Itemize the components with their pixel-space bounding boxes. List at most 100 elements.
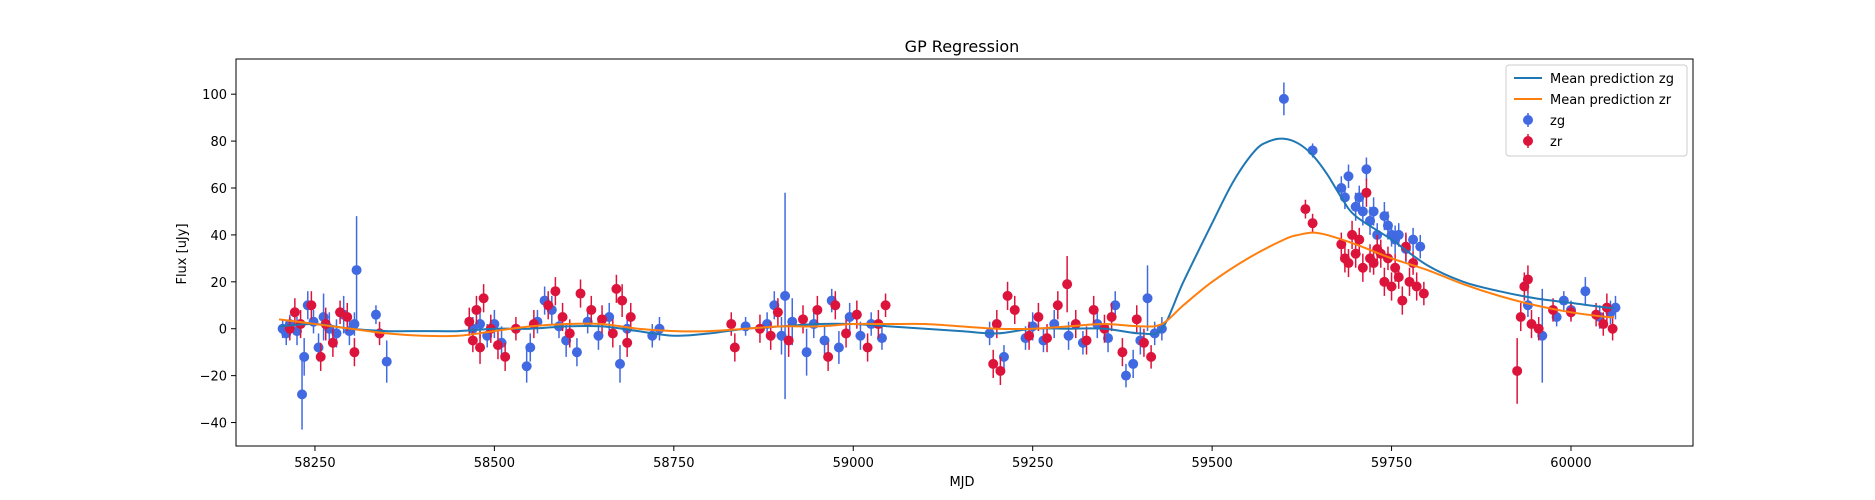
data-point-zg <box>1354 192 1365 203</box>
data-point-zr <box>1350 248 1361 259</box>
data-point-zr <box>1526 319 1537 330</box>
y-tick-label: 80 <box>210 135 227 150</box>
data-point-zg <box>1142 293 1153 304</box>
data-point-zr <box>1343 258 1354 269</box>
data-point-zg <box>1350 201 1361 212</box>
series-layer <box>277 82 1621 430</box>
data-point-zr <box>315 351 326 362</box>
data-point-zg <box>998 351 1009 362</box>
data-point-zr <box>475 342 486 353</box>
y-tick-label: −20 <box>200 370 227 385</box>
data-point-zr <box>830 300 841 311</box>
plot-frame <box>235 58 1694 447</box>
data-point-zg <box>299 351 310 362</box>
data-point-zg <box>1128 358 1139 369</box>
data-point-zr <box>726 319 737 330</box>
data-point-zr <box>597 314 608 325</box>
data-point-zr <box>564 328 575 339</box>
data-point-zr <box>607 328 618 339</box>
data-point-zg <box>593 330 604 341</box>
data-point-zr <box>862 342 873 353</box>
chart-title: GP Regression <box>905 37 1020 56</box>
data-point-zr <box>1404 276 1415 287</box>
x-tick-label: 59250 <box>1012 456 1053 471</box>
data-point-zg <box>1343 171 1354 182</box>
y-tick-label: 60 <box>210 182 227 197</box>
data-point-zg <box>1336 183 1347 193</box>
data-point-zr <box>729 342 740 353</box>
data-point-zr <box>988 358 999 369</box>
legend: Mean prediction zg Mean prediction zr zg zr <box>1505 64 1688 157</box>
data-point-zr <box>1002 290 1013 301</box>
data-point-zr <box>812 304 823 315</box>
series-line-Mean prediction zg <box>278 137 1615 337</box>
data-point-zr <box>1397 295 1408 306</box>
data-point-zg <box>654 323 665 334</box>
data-point-zr <box>1033 312 1044 322</box>
data-point-zg <box>787 316 798 327</box>
data-point-zr <box>1052 300 1063 311</box>
data-point-zr <box>471 304 482 315</box>
y-tick-label: 100 <box>202 88 227 103</box>
x-tick-label: 58500 <box>474 456 515 471</box>
data-point-zr <box>1300 204 1311 215</box>
data-point-zr <box>1336 239 1347 250</box>
y-tick-label: 0 <box>219 323 227 338</box>
data-point-zr <box>617 295 628 306</box>
data-point-zr <box>306 300 317 311</box>
legend-label-Mean prediction zr: Mean prediction zr <box>1550 93 1672 108</box>
data-point-zr <box>1379 276 1390 287</box>
data-point-zg <box>1610 302 1621 313</box>
data-point-zr <box>478 293 489 304</box>
x-tick-label: 58750 <box>653 456 694 471</box>
data-point-zg <box>475 319 486 330</box>
data-point-zg <box>349 319 360 330</box>
series-zg <box>277 82 1621 430</box>
data-point-zr <box>823 351 834 362</box>
data-point-zr <box>342 312 353 322</box>
data-point-zr <box>500 351 511 362</box>
data-point-zr <box>1512 365 1523 376</box>
data-point-zr <box>1117 347 1128 358</box>
legend-label-zr: zr <box>1550 135 1563 150</box>
x-tick-label: 59750 <box>1371 456 1412 471</box>
data-point-zr <box>467 335 478 346</box>
data-point-zg <box>1415 241 1426 252</box>
data-point-zr <box>1131 314 1142 325</box>
data-point-zr <box>1307 218 1318 229</box>
data-point-zg <box>1063 330 1074 341</box>
data-point-zg <box>525 342 536 353</box>
data-point-zr <box>1357 262 1368 273</box>
data-point-zg <box>1558 295 1569 306</box>
data-point-zr <box>772 307 783 318</box>
data-point-zr <box>557 312 568 322</box>
data-point-zg <box>876 333 887 344</box>
y-tick-label: 40 <box>210 229 227 244</box>
data-point-zg <box>1361 164 1372 175</box>
data-point-zg <box>1368 206 1379 217</box>
data-point-zr <box>1088 304 1099 315</box>
legend-label-zg: zg <box>1550 114 1565 129</box>
data-point-zg <box>1120 370 1131 381</box>
data-point-zr <box>349 347 360 358</box>
data-point-zr <box>625 312 636 322</box>
data-point-zg <box>370 309 381 320</box>
data-point-zr <box>1522 274 1533 285</box>
x-tick-label: 59500 <box>1191 456 1232 471</box>
data-point-zg <box>571 347 582 358</box>
data-point-zr <box>1062 279 1073 290</box>
legend-swatch-zg <box>1523 115 1533 125</box>
data-point-zr <box>991 319 1002 330</box>
data-point-zr <box>611 283 622 294</box>
data-point-zg <box>331 328 342 339</box>
axes-layer: 58250 58500 58750 59000 59250 59500 59750 60000… <box>200 58 1694 471</box>
data-point-zg <box>1278 93 1289 104</box>
data-point-zg <box>1408 234 1419 245</box>
data-point-zg <box>1357 206 1368 217</box>
data-point-zr <box>1354 234 1365 245</box>
data-point-zg <box>780 290 791 301</box>
data-point-zr <box>851 309 862 320</box>
data-point-zr <box>1042 333 1053 344</box>
series-zr <box>284 178 1618 404</box>
data-point-zr <box>575 288 586 299</box>
